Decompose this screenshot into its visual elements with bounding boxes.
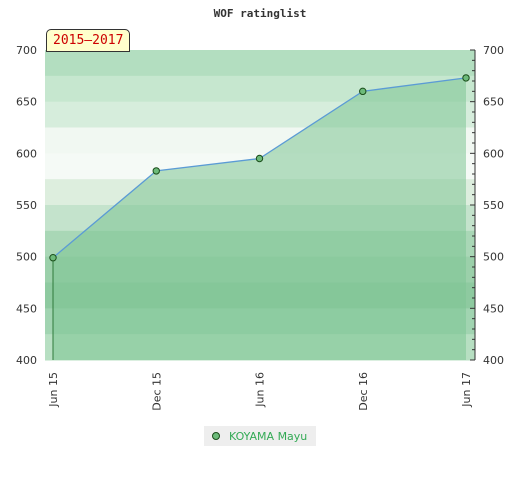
- y-tick-label-right: 600: [483, 147, 504, 160]
- x-axis: Jun 15 Dec 15 Jun 16 Dec 16 Jun 17: [47, 372, 473, 411]
- y-tick-label-left: 550: [16, 199, 37, 212]
- y-tick-label-right: 650: [483, 96, 504, 109]
- y-axis-left: 400 450 500 550 600 650 700: [16, 44, 37, 367]
- data-point: [255, 154, 264, 163]
- y-tick-label-left: 450: [16, 302, 37, 315]
- data-point: [152, 167, 160, 175]
- y-tick-label-left: 650: [16, 96, 37, 109]
- y-tick-label-right: 500: [483, 251, 504, 264]
- y-tick-label-right: 400: [483, 354, 504, 367]
- y-tick-label-left: 500: [16, 251, 37, 264]
- x-tick-label: Jun 16: [254, 372, 267, 408]
- x-tick-label: Dec 16: [357, 372, 370, 411]
- chart-title: WOF ratinglist: [214, 7, 307, 20]
- x-tick-label: Dec 15: [150, 372, 163, 411]
- data-point: [49, 254, 57, 262]
- x-tick-label: Jun 17: [460, 372, 473, 408]
- legend-label: KOYAMA Mayu: [229, 429, 308, 443]
- y-axis-right: 400 450 500 550 600 650 700: [470, 44, 504, 367]
- x-tick-label: Jun 15: [47, 372, 60, 408]
- series-area: [53, 77, 466, 361]
- legend-marker: [212, 432, 220, 440]
- y-tick-label-left: 600: [16, 147, 37, 160]
- y-tick-label-right: 550: [483, 199, 504, 212]
- y-tick-label-right: 700: [483, 44, 504, 57]
- band: [45, 50, 475, 77]
- data-point: [359, 87, 367, 96]
- series-markers: [49, 74, 470, 262]
- y-tick-label-left: 700: [16, 44, 37, 57]
- data-point: [462, 74, 470, 82]
- period-label: 2015–2017: [46, 29, 131, 52]
- legend: KOYAMA Mayu: [204, 426, 316, 446]
- y-tick-label-right: 450: [483, 302, 504, 315]
- y-tick-label-left: 400: [16, 354, 37, 367]
